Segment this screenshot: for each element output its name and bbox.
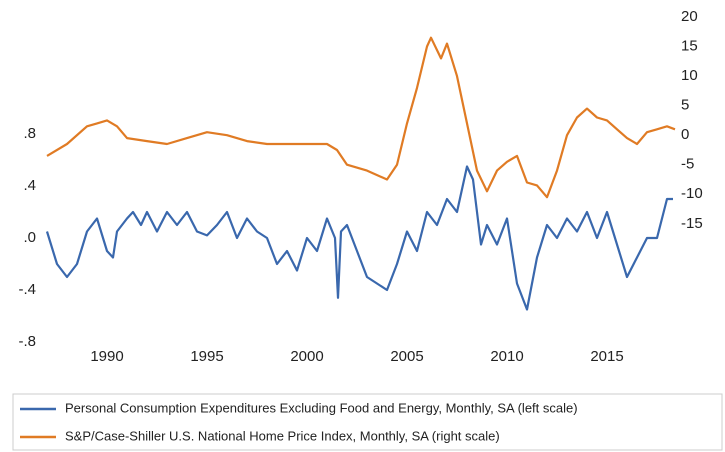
- y-tick-label: .0: [23, 229, 36, 246]
- legend: Personal Consumption Expenditures Exclud…: [20, 400, 578, 443]
- x-tick-label: 2000: [290, 348, 323, 365]
- x-tick-label: 2005: [390, 348, 423, 365]
- x-tick-label: 2010: [490, 348, 523, 365]
- y2-tick-label: 5: [681, 97, 689, 114]
- y2-tick-label: 0: [681, 126, 689, 143]
- legend-label: Personal Consumption Expenditures Exclud…: [65, 400, 578, 415]
- y2-tick-label: -5: [681, 156, 694, 173]
- x-tick-label: 1995: [190, 348, 223, 365]
- y2-tick-label: 15: [681, 38, 698, 55]
- y-tick-label: -.4: [18, 281, 36, 298]
- y-tick-label: .4: [23, 177, 36, 194]
- legend-box: [12, 393, 723, 451]
- x-tick-label: 1990: [90, 348, 123, 365]
- y2-tick-label: -15: [681, 215, 703, 232]
- y-tick-label: .8: [23, 125, 36, 142]
- series-line: [45, 165, 673, 311]
- legend-label: S&P/Case-Shiller U.S. National Home Pric…: [65, 428, 500, 443]
- y2-tick-label: 10: [681, 67, 698, 84]
- y2-tick-label: 20: [681, 8, 698, 25]
- y-tick-label: -.8: [18, 333, 36, 350]
- series-line: [46, 36, 676, 199]
- y2-tick-label: -10: [681, 185, 703, 202]
- x-tick-label: 2015: [590, 348, 623, 365]
